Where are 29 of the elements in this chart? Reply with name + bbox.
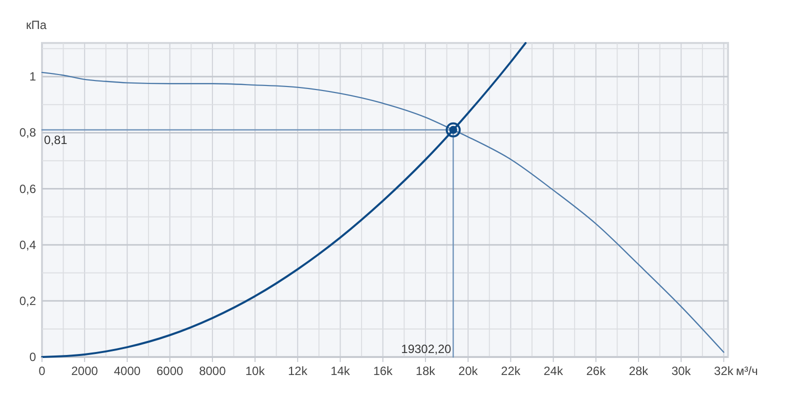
y-tick-label: 0,2 bbox=[19, 294, 36, 308]
annotation: 0,81 bbox=[44, 132, 68, 147]
y-tick-label: 0,4 bbox=[19, 238, 36, 252]
line-series bbox=[41, 72, 724, 353]
x-tick-label: 14k bbox=[330, 364, 351, 378]
x-tick-label: 4000 bbox=[114, 364, 141, 378]
y-tick-label: 0,6 bbox=[19, 182, 36, 196]
y-tick-label: 0,8 bbox=[19, 126, 36, 140]
x-tick-label: 24k bbox=[544, 364, 564, 378]
x-tick-label: 22k bbox=[501, 364, 522, 378]
x-tick-label: 6000 bbox=[156, 364, 184, 378]
x-tick-label: 2000 bbox=[71, 364, 98, 378]
x-tick-label: 32k bbox=[714, 364, 734, 378]
annotation: 19302,20 bbox=[401, 342, 452, 356]
x-tick-label: 20k bbox=[458, 364, 479, 378]
x-tick-label: 26k bbox=[586, 364, 607, 378]
x-tick-label: 28k bbox=[628, 364, 650, 378]
x-tick-label: 18k bbox=[416, 364, 436, 378]
y-tick-label: 0 bbox=[29, 350, 36, 364]
x-tick-label: 12k bbox=[288, 364, 308, 378]
x-tick-label: 0 bbox=[38, 364, 46, 378]
y-axis-title: кПа bbox=[26, 18, 47, 32]
y-tick-label: 1 bbox=[29, 70, 36, 84]
x-axis-title: м³/ч bbox=[736, 364, 758, 378]
x-tick-label: 10k bbox=[245, 364, 266, 378]
x-tick-label: 30k bbox=[671, 364, 692, 378]
line-series bbox=[41, 42, 527, 358]
x-tick-label: 16k bbox=[373, 364, 394, 378]
x-tick-label: 8000 bbox=[199, 364, 226, 378]
